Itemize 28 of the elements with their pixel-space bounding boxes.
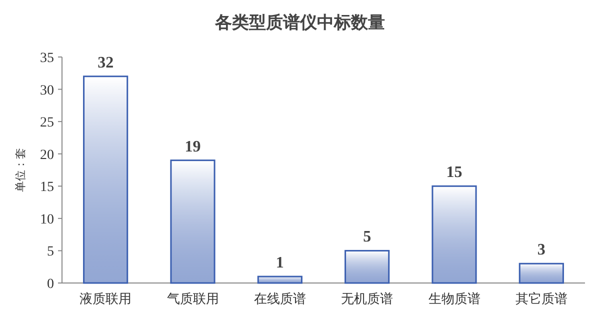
data-label: 19 bbox=[184, 138, 201, 156]
x-tick-label: 在线质谱 bbox=[254, 291, 306, 306]
y-axis-title: 单位：套 bbox=[14, 148, 27, 192]
y-tick-label: 30 bbox=[40, 83, 54, 98]
y-tick-label: 25 bbox=[40, 116, 54, 131]
bar bbox=[83, 76, 128, 284]
y-tick-label: 15 bbox=[40, 180, 54, 196]
data-label: 3 bbox=[537, 242, 546, 259]
bar bbox=[518, 262, 564, 284]
bar bbox=[257, 276, 302, 284]
y-tick-label: 10 bbox=[40, 212, 54, 228]
y-tick-label: 35 bbox=[40, 51, 54, 66]
x-tick-label: 其它质谱 bbox=[515, 291, 568, 306]
data-label: 32 bbox=[98, 54, 114, 72]
chart-title: 各类型质谱仪中标数量 bbox=[214, 13, 385, 32]
x-tick-label: 气质联用 bbox=[166, 291, 219, 306]
bar bbox=[344, 250, 390, 284]
bar bbox=[432, 185, 477, 284]
bar bbox=[170, 160, 216, 284]
y-tick-label: 20 bbox=[40, 148, 54, 163]
data-label: 5 bbox=[363, 228, 372, 246]
x-tick-label: 液质联用 bbox=[80, 291, 132, 306]
y-tick-label: 5 bbox=[47, 244, 54, 260]
x-tick-label: 生物质谱 bbox=[428, 291, 480, 306]
y-tick-label: 0 bbox=[47, 277, 54, 292]
x-tick-label: 无机质谱 bbox=[341, 291, 394, 306]
data-label: 1 bbox=[276, 254, 284, 272]
data-label: 15 bbox=[446, 164, 462, 182]
